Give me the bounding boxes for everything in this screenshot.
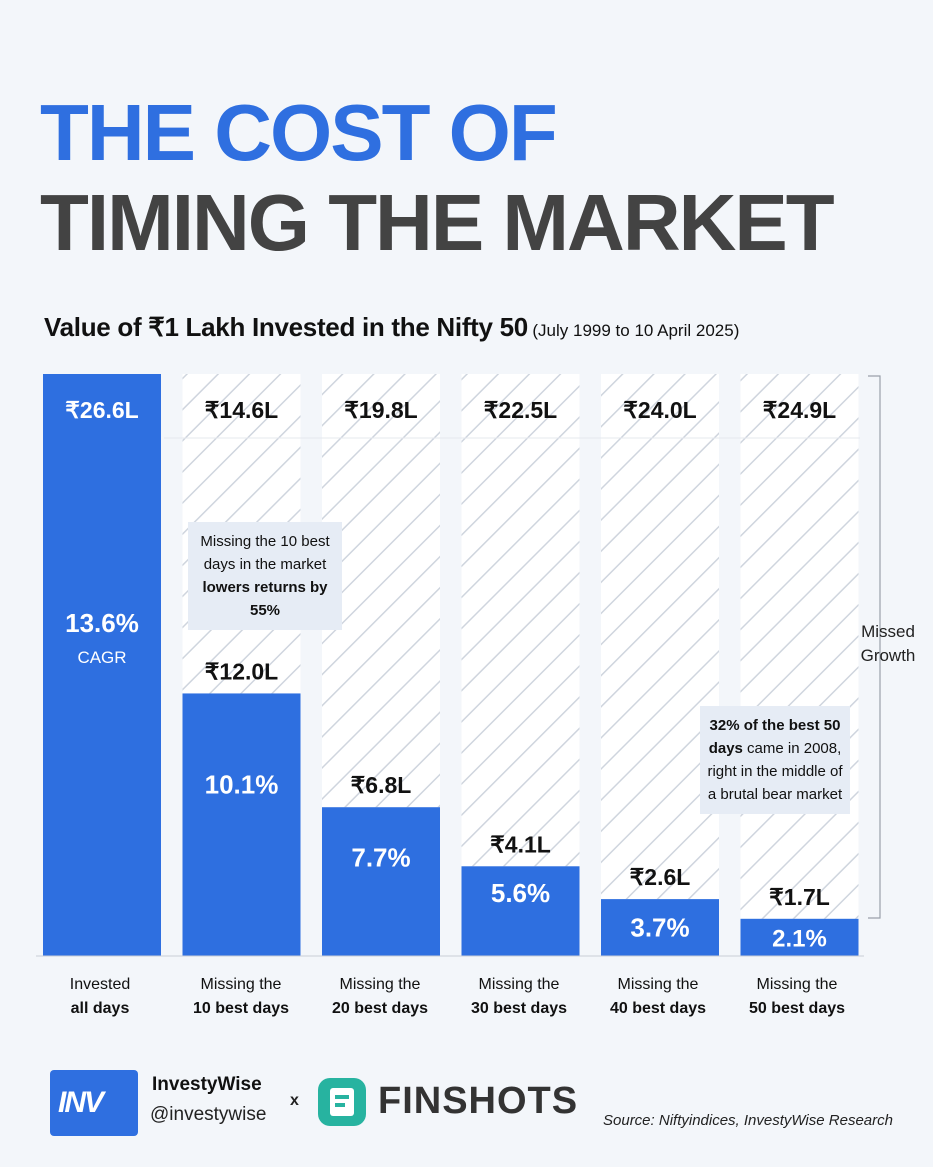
source-note: Source: Niftyindices, InvestyWise Resear… xyxy=(603,1112,893,1129)
missed-growth-value-1: ₹14.6L xyxy=(205,397,278,423)
category-2-line2: 20 best days xyxy=(331,1000,429,1017)
investywise-logo: INV xyxy=(50,1070,138,1136)
bar-1 xyxy=(182,693,301,956)
category-label-5: Missing the 50 best days xyxy=(727,973,867,1021)
chart-title: Value of ₹1 Lakh Invested in the Nifty 5… xyxy=(44,312,528,342)
callout-10-best-days: Missing the 10 best days in the market l… xyxy=(188,522,342,630)
bar-cagr-label-2: 7.7% xyxy=(351,843,410,873)
finshots-logo-icon xyxy=(318,1078,366,1126)
bar-value-label-5: ₹1.7L xyxy=(769,884,830,910)
category-2-line1: Missing the xyxy=(339,976,421,993)
bar-value-label-0: ₹26.6L xyxy=(65,397,138,423)
callout-1-bold: lowers returns by 55% xyxy=(202,579,328,619)
bar-3 xyxy=(461,866,580,956)
callout-2-plain: came in 2008, right in the middle of a b… xyxy=(707,740,843,803)
title-line-2: TIMING THE MARKET xyxy=(40,178,835,267)
title-line-1: THE COST OF xyxy=(40,88,558,177)
chart-subtitle: Value of ₹1 Lakh Invested in the Nifty 5… xyxy=(44,312,739,343)
bar-chart: ₹26.6L 13.6% CAGR ₹14.6L ₹12.0L 10.1% ₹19.8L ₹6… xyxy=(36,374,881,957)
category-5-line1: Missing the xyxy=(756,976,838,993)
missed-growth-area-3 xyxy=(461,374,580,867)
bar-cagr-label-5: 2.1% xyxy=(772,925,827,952)
missed-growth-value-3: ₹22.5L xyxy=(484,397,557,423)
callout-1-plain: Missing the 10 best days in the market xyxy=(200,533,330,573)
brand-name: InvestyWise xyxy=(152,1074,262,1095)
category-3-line1: Missing the xyxy=(478,976,560,993)
missed-growth-value-5: ₹24.9L xyxy=(763,397,836,423)
missed-growth-value-4: ₹24.0L xyxy=(623,397,696,423)
cagr-suffix-label: CAGR xyxy=(77,648,126,667)
category-5-line2: 50 best days xyxy=(748,1000,846,1017)
bar-2 xyxy=(322,807,440,956)
missed-growth-value-2: ₹19.8L xyxy=(344,397,417,423)
category-label-1: Missing the 10 best days xyxy=(171,973,311,1021)
bar-5 xyxy=(740,918,859,956)
brand-handle: @investywise xyxy=(150,1104,267,1125)
missed-growth-area-4 xyxy=(601,374,719,900)
bar-value-label-3: ₹4.1L xyxy=(490,831,551,857)
callout-2-bold: 32% of the best 50 days xyxy=(708,717,841,757)
bar-value-label-2: ₹6.8L xyxy=(351,772,412,798)
chart-date-range: (July 1999 to 10 April 2025) xyxy=(532,321,740,340)
missed-growth-label: Missed Growth xyxy=(860,622,916,665)
category-0-line1: Invested xyxy=(69,976,131,993)
callout-2008: 32% of the best 50 days came in 2008, ri… xyxy=(700,706,850,814)
bar-0 xyxy=(43,374,161,956)
bar-cagr-label-0: 13.6% xyxy=(65,608,139,638)
missed-growth-area-5 xyxy=(740,374,859,919)
category-4-line1: Missing the xyxy=(617,976,699,993)
investywise-logo-text: INV xyxy=(58,1086,104,1119)
bar-cagr-label-4: 3.7% xyxy=(630,913,689,943)
category-4-line2: 40 best days xyxy=(609,1000,707,1017)
bar-value-label-4: ₹2.6L xyxy=(630,864,691,890)
bar-cagr-label-1: 10.1% xyxy=(205,769,279,799)
category-1-line1: Missing the xyxy=(200,976,282,993)
category-3-line2: 30 best days xyxy=(470,1000,568,1017)
category-label-4: Missing the 40 best days xyxy=(588,973,728,1021)
collab-separator: x xyxy=(290,1092,299,1109)
missed-growth-bracket xyxy=(868,375,881,919)
category-label-0: Invested all days xyxy=(30,973,170,1021)
bar-4 xyxy=(601,899,719,956)
category-label-2: Missing the 20 best days xyxy=(310,973,450,1021)
bar-value-label-1: ₹12.0L xyxy=(205,658,278,684)
category-label-3: Missing the 30 best days xyxy=(449,973,589,1021)
bar-cagr-label-3: 5.6% xyxy=(491,878,550,908)
partner-name: FINSHOTS xyxy=(378,1080,579,1122)
category-0-line2: all days xyxy=(70,1000,130,1017)
category-1-line2: 10 best days xyxy=(192,1000,290,1017)
